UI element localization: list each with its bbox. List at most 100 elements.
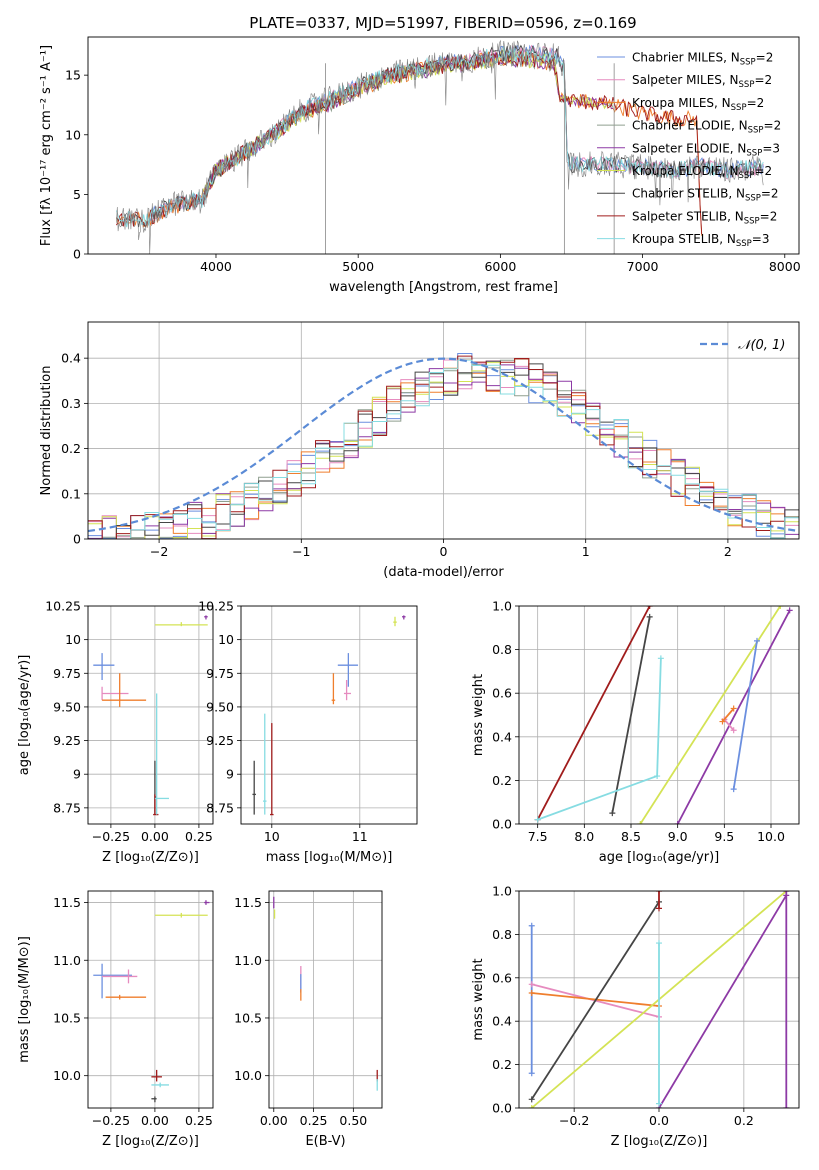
- x-tick-label: 7000: [627, 259, 659, 274]
- y-tick-label: 11.0: [234, 953, 262, 968]
- y-axis-label: mass [log₁₀(M/M⊙)]: [17, 936, 32, 1063]
- weight-marker: [777, 606, 784, 609]
- x-tick-label: −2: [150, 544, 168, 559]
- legend-label: Salpeter STELIB, NSSP=2: [632, 209, 777, 226]
- weight-line: [721, 707, 735, 723]
- x-tick-label: −0.25: [92, 1113, 130, 1128]
- weight-line: [676, 609, 791, 824]
- weight-marker: [657, 655, 664, 662]
- x-tick-label: 5000: [342, 259, 374, 274]
- weight-line: [530, 901, 660, 1100]
- y-tick-label: 0.6: [492, 970, 512, 985]
- x-axis-label: age [log₁₀(age/yr)]: [599, 850, 720, 865]
- spectrum-legend: Chabrier MILES, NSSP=2 Salpeter MILES, NS…: [597, 51, 781, 249]
- y-tick-label: 10.25: [45, 599, 81, 614]
- figure-title: PLATE=0337, MJD=51997, FIBERID=0596, z=0…: [249, 14, 636, 32]
- panel-weight_vs_Z: −0.2 0.0 0.2 0.0 0.2 0.4 0.6 0.8 1.0 Z [log₁₀(Z/Z…: [471, 884, 800, 1149]
- x-tick-label: 0.25: [185, 1113, 213, 1128]
- plot-area: [88, 606, 213, 824]
- weight-marker: [654, 773, 661, 780]
- plot-area: [88, 322, 799, 539]
- x-axis-label: Z [log₁₀(Z/Z⊙)]: [102, 1134, 199, 1149]
- x-tick-label: 8000: [769, 259, 801, 274]
- plot-area: [115, 39, 764, 254]
- y-tick-label: 9: [226, 767, 234, 782]
- weight-marker: [786, 607, 793, 614]
- weight-line: [658, 894, 788, 1108]
- legend-label: Kroupa ELODIE, NSSP=2: [632, 164, 772, 181]
- axes-frame: [87, 321, 800, 540]
- weight-marker: [674, 821, 681, 824]
- y-tick-label: 15: [65, 68, 81, 83]
- legend-label: 𝒩(0, 1): [738, 338, 785, 353]
- axes-frame: [518, 890, 800, 1109]
- weight-marker: [528, 1070, 535, 1077]
- legend-label: Chabrier STELIB, NSSP=2: [632, 187, 779, 204]
- panel-residuals: −2 −1 0 1 2 0 0.1 0.2 0.3 0.4 (data-model)/error No…: [39, 321, 800, 580]
- spectrum-data-line: [116, 39, 764, 254]
- x-tick-label: 0: [440, 544, 448, 559]
- plot-area: [241, 606, 417, 824]
- weight-line: [639, 606, 782, 824]
- weight-marker: [730, 786, 737, 793]
- y-tick-label: 9.50: [53, 699, 81, 714]
- x-axis-label: wavelength [Angstrom, rest frame]: [329, 280, 558, 295]
- plot-area: [88, 891, 213, 1108]
- x-tick-label: 9.5: [714, 829, 734, 844]
- y-tick-label: 8.75: [206, 800, 234, 815]
- y-tick-label: 1.0: [492, 884, 512, 899]
- panel-age_vs_Z: −0.25 0.00 0.25 8.75 9 9.25 9.50 9.75 10 10.25 Z […: [17, 599, 214, 865]
- y-tick-label: 0.4: [492, 729, 512, 744]
- y-tick-label: 0.2: [492, 773, 512, 788]
- y-tick-label: 0.3: [61, 396, 81, 411]
- weight-marker: [719, 718, 726, 725]
- y-tick-label: 10.0: [53, 1068, 81, 1083]
- x-tick-label: 1: [582, 544, 590, 559]
- weight-line: [732, 640, 758, 790]
- y-tick-label: 10: [218, 632, 234, 647]
- y-tick-label: 0.0: [492, 817, 512, 832]
- weight-marker: [656, 891, 662, 894]
- legend-label: Kroupa STELIB, NSSP=3: [632, 232, 770, 249]
- spectrum-series-line: [116, 49, 703, 235]
- legend-label: Salpeter MILES, NSSP=2: [632, 73, 772, 90]
- x-axis-label: mass [log₁₀(M/M⊙)]: [266, 850, 393, 865]
- y-tick-label: 10.5: [234, 1010, 262, 1025]
- weight-marker: [754, 637, 760, 644]
- histogram-series: [88, 359, 799, 539]
- y-tick-label: 0.4: [492, 1014, 512, 1029]
- y-tick-label: 9.75: [206, 666, 234, 681]
- legend-label: Salpeter ELODIE, NSSP=3: [632, 141, 780, 158]
- y-tick-label: 0.1: [61, 486, 81, 501]
- y-tick-label: 9.25: [53, 733, 81, 748]
- weight-marker: [646, 606, 653, 609]
- x-tick-label: 8.5: [621, 829, 641, 844]
- y-axis-label: Normed distribution: [39, 366, 54, 496]
- x-tick-label: −1: [292, 544, 310, 559]
- weight-line: [537, 658, 662, 821]
- y-tick-label: 10.5: [53, 1010, 81, 1025]
- x-tick-label: 11: [352, 829, 368, 844]
- x-tick-label: −0.2: [559, 1113, 589, 1128]
- x-tick-label: 0.25: [300, 1113, 328, 1128]
- x-tick-label: 7.5: [528, 829, 548, 844]
- legend-label: Chabrier ELODIE, NSSP=2: [632, 119, 781, 136]
- y-tick-label: 0.2: [61, 441, 81, 456]
- x-tick-label: 4000: [200, 259, 232, 274]
- weight-marker: [646, 613, 653, 620]
- panel-mass_vs_Z: −0.25 0.00 0.25 10.0 10.5 11.0 11.5 Z [log₁₀(Z/…: [17, 890, 214, 1149]
- legend-label: Chabrier MILES, NSSP=2: [632, 51, 773, 68]
- y-tick-label: 0.0: [492, 1101, 512, 1116]
- y-tick-label: 0.2: [492, 1057, 512, 1072]
- y-tick-label: 9.75: [53, 666, 81, 681]
- weight-marker: [656, 940, 662, 947]
- weight-marker: [528, 1105, 535, 1108]
- y-tick-label: 10.25: [198, 599, 234, 614]
- weight-marker: [783, 1105, 790, 1108]
- weight-line: [611, 616, 651, 814]
- x-tick-label: −0.25: [92, 829, 130, 844]
- weight-marker: [730, 727, 737, 734]
- weight-marker: [730, 705, 737, 712]
- y-axis-label: age [log₁₀(age/yr)]: [17, 655, 32, 776]
